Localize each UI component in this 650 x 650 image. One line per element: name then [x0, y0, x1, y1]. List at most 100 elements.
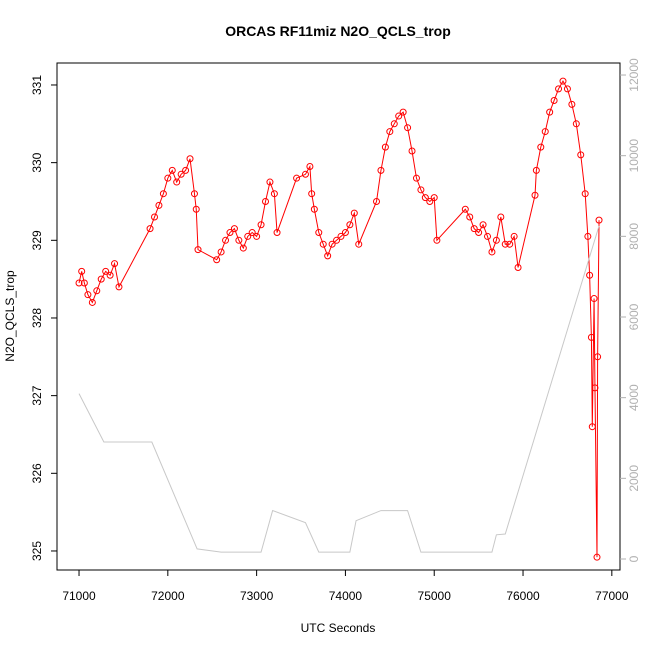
data-point — [577, 151, 585, 159]
data-point — [257, 221, 265, 229]
data-point — [217, 248, 225, 256]
data-point — [115, 283, 123, 291]
data-point — [588, 423, 596, 431]
data-point — [541, 128, 549, 136]
y-axis-label: N2O_QCLS_trop — [3, 270, 17, 362]
data-point — [484, 232, 492, 240]
data-point — [177, 170, 185, 178]
data-point — [377, 166, 385, 174]
data-point — [293, 174, 301, 182]
data-point — [222, 236, 230, 244]
data-point — [568, 100, 576, 108]
data-point — [244, 232, 252, 240]
data-point — [182, 166, 190, 174]
data-point — [417, 186, 425, 194]
data-point — [395, 112, 403, 120]
data-point — [80, 279, 88, 287]
data-point — [510, 232, 518, 240]
data-point — [399, 108, 407, 116]
data-point — [111, 260, 119, 268]
data-point — [488, 248, 496, 256]
y-tick-label: 328 — [30, 308, 44, 328]
data-point — [270, 190, 278, 198]
plot-frame — [56, 62, 621, 571]
data-point — [75, 279, 83, 287]
data-point — [475, 229, 483, 237]
data-point — [587, 333, 595, 341]
y-tick-label: 330 — [30, 152, 44, 172]
data-point — [430, 194, 438, 202]
data-point — [248, 229, 256, 237]
data-point — [226, 229, 234, 237]
data-point — [591, 384, 599, 392]
data-point — [350, 209, 358, 217]
data-point — [266, 178, 274, 186]
data-point — [546, 108, 554, 116]
data-point — [151, 213, 159, 221]
data-point — [308, 190, 316, 198]
data-point — [84, 291, 92, 299]
x-tick-label: 73000 — [240, 589, 274, 603]
data-point — [301, 170, 309, 178]
data-point — [595, 216, 603, 224]
data-point — [506, 240, 514, 248]
data-point — [164, 174, 172, 182]
data-point — [337, 232, 345, 240]
data-point — [532, 166, 540, 174]
y2-tick-label: 6000 — [627, 303, 641, 330]
chart-title: ORCAS RF11miz N2O_QCLS_trop — [225, 23, 451, 39]
data-point — [186, 155, 194, 163]
data-point — [461, 205, 469, 213]
data-point — [386, 128, 394, 136]
data-point — [324, 252, 332, 260]
x-tick-label: 77000 — [595, 589, 629, 603]
data-point — [479, 221, 487, 229]
data-point — [497, 213, 505, 221]
data-point — [155, 201, 163, 209]
data-point — [563, 85, 571, 93]
data-point — [514, 263, 522, 271]
data-point — [355, 240, 363, 248]
data-point — [404, 124, 412, 132]
data-point — [213, 256, 221, 264]
data-point — [173, 178, 181, 186]
data-point — [537, 143, 545, 151]
data-point — [390, 120, 398, 128]
data-point — [408, 147, 416, 155]
data-point — [594, 353, 602, 361]
y2-tick-label: 0 — [627, 555, 641, 562]
data-point — [581, 190, 589, 198]
data-point — [421, 194, 429, 202]
y2-tick-label: 4000 — [627, 384, 641, 411]
data-point — [88, 298, 96, 306]
data-point — [310, 205, 318, 213]
data-point — [192, 205, 200, 213]
series-line — [78, 225, 600, 553]
data-point — [333, 236, 341, 244]
data-point — [253, 232, 261, 240]
data-point — [235, 236, 243, 244]
data-point — [433, 236, 441, 244]
series-line — [78, 80, 600, 558]
y2-tick-label: 10000 — [627, 139, 641, 173]
data-point — [586, 271, 594, 279]
data-point — [470, 225, 478, 233]
data-point — [328, 240, 336, 248]
y-tick-label: 326 — [30, 463, 44, 483]
data-point — [501, 240, 509, 248]
y2-tick-label: 12000 — [627, 58, 641, 92]
data-point — [550, 97, 558, 105]
data-point — [102, 267, 110, 275]
data-point — [373, 197, 381, 205]
data-point — [230, 225, 238, 233]
y-tick-label: 329 — [30, 230, 44, 250]
x-tick-label: 74000 — [329, 589, 363, 603]
x-tick-label: 72000 — [151, 589, 185, 603]
data-point — [106, 271, 114, 279]
data-point — [492, 236, 500, 244]
data-point — [531, 191, 539, 199]
data-point — [593, 553, 601, 561]
data-point — [381, 143, 389, 151]
data-point — [346, 221, 354, 229]
